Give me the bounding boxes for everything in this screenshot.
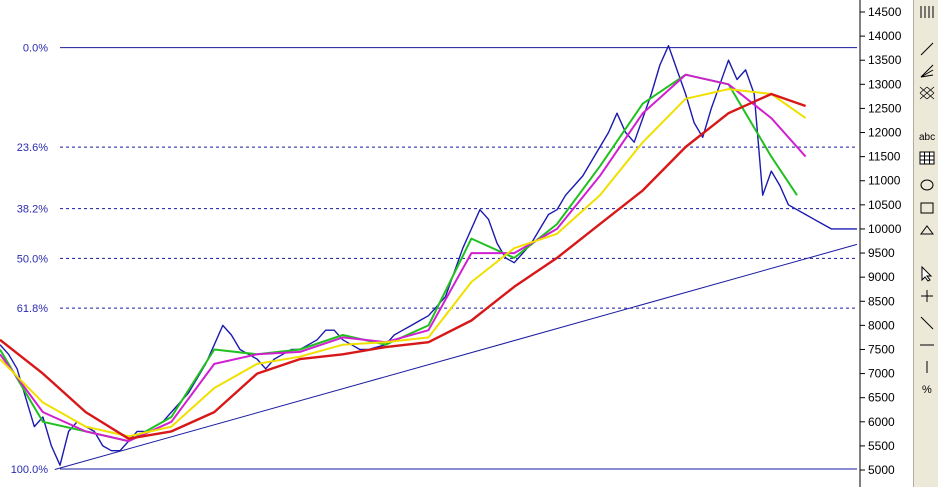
y-tick-label: 14500 xyxy=(868,5,902,19)
y-tick-label: 5000 xyxy=(868,463,895,477)
rectangle-tool-icon[interactable] xyxy=(917,198,936,217)
y-tick-label: 8000 xyxy=(868,318,895,332)
y-tick-label: 13000 xyxy=(868,77,902,91)
horizontal-line-icon[interactable] xyxy=(917,335,936,354)
y-tick-label: 14000 xyxy=(868,29,902,43)
y-tick-label: 8500 xyxy=(868,294,895,308)
series-line-3 xyxy=(0,88,807,438)
svg-text:abc: abc xyxy=(919,132,935,143)
vertical-line-icon[interactable] xyxy=(917,357,936,376)
fib-level-label: 0.0% xyxy=(23,43,48,55)
grid-pattern-icon[interactable] xyxy=(917,83,936,102)
trendline-icon[interactable] xyxy=(917,39,936,58)
drawing-toolbar: abc % xyxy=(913,0,938,487)
y-tick-label: 10000 xyxy=(868,222,902,236)
y-tick-label: 11000 xyxy=(868,174,901,188)
y-tick-label: 11500 xyxy=(868,150,901,164)
y-tick-label: 9000 xyxy=(868,270,895,284)
series-line-0 xyxy=(0,45,857,466)
y-tick-label: 12500 xyxy=(868,101,902,115)
fan-lines-icon[interactable] xyxy=(917,61,936,80)
fib-level-label: 23.6% xyxy=(17,142,48,154)
fib-level-label: 38.2% xyxy=(17,204,48,216)
pointer-arrow-icon[interactable] xyxy=(917,264,936,283)
line-tool-icon[interactable] xyxy=(917,313,936,332)
y-tick-label: 7500 xyxy=(868,342,895,356)
y-tick-label: 5500 xyxy=(868,439,895,453)
y-tick-label: 6000 xyxy=(868,415,895,429)
y-tick-label: 12000 xyxy=(868,126,902,140)
text-tool-icon[interactable]: abc xyxy=(917,126,936,145)
table-tool-icon[interactable] xyxy=(917,148,936,167)
y-tick-label: 10500 xyxy=(868,198,902,212)
fib-level-label: 61.8% xyxy=(17,303,48,315)
crosshair-icon[interactable] xyxy=(917,286,936,305)
triangle-tool-icon[interactable] xyxy=(917,220,936,239)
trendline xyxy=(54,243,858,470)
chart-svg: 5000 5500 6000 6500 7000 7500 8000 8500 9000 9500… xyxy=(0,0,902,487)
y-tick-label: 13500 xyxy=(868,53,902,67)
fib-level-label: 100.0% xyxy=(11,464,49,476)
y-tick-label: 6500 xyxy=(868,391,895,405)
ellipse-tool-icon[interactable] xyxy=(917,175,936,194)
fib-level-label: 50.0% xyxy=(17,253,48,265)
series-line-4 xyxy=(0,92,806,440)
y-tick-label: 9500 xyxy=(868,246,895,260)
y-tick-label: 7000 xyxy=(868,367,895,381)
svg-text:%: % xyxy=(922,384,932,396)
percent-tool-icon[interactable]: % xyxy=(917,379,936,398)
vertical-lines-icon[interactable] xyxy=(917,2,936,21)
